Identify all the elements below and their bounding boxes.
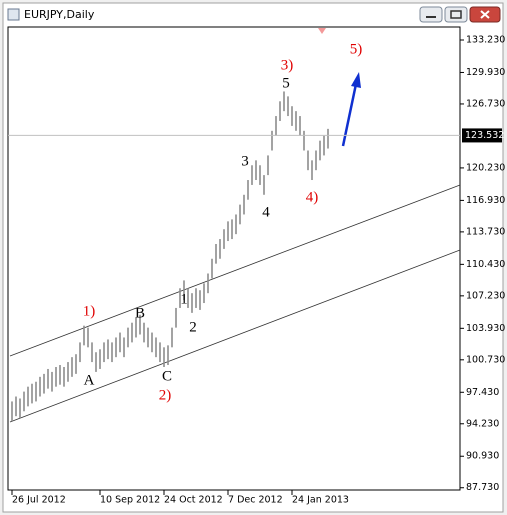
maximize-glyph [450, 10, 462, 19]
last-price-box [462, 128, 502, 143]
wave-label: 2 [189, 319, 197, 335]
x-tick-label: 24 Oct 2012 [164, 495, 223, 506]
wave-label: 1) [83, 303, 96, 319]
y-tick-label: 97.430 [466, 387, 499, 398]
y-tick-label: 120.230 [466, 162, 505, 173]
wave-label: 2) [159, 387, 172, 403]
plot-area [7, 26, 461, 491]
x-tick-label: 7 Dec 2012 [228, 495, 283, 506]
y-tick-label: 129.930 [466, 67, 505, 78]
y-tick-label: 100.730 [466, 354, 505, 365]
y-tick-label: 126.730 [466, 98, 505, 109]
channel-upper [9, 184, 461, 357]
x-tick-label: 24 Jan 2013 [292, 495, 349, 506]
arrow-head [351, 72, 361, 88]
x-tick-label: 26 Jul 2012 [12, 495, 66, 506]
x-tick-label: 10 Sep 2012 [100, 495, 160, 506]
y-tick-label: 133.230 [466, 34, 505, 45]
y-tick-label: 110.430 [466, 259, 505, 270]
close-glyph [480, 10, 490, 19]
wave-label: 5) [350, 41, 363, 57]
wave-label: 4 [262, 204, 270, 220]
wave-label: 5 [282, 75, 290, 91]
wave-label: 3) [281, 57, 294, 73]
wave-label: B [135, 305, 145, 321]
window-buttons[interactable] [419, 6, 501, 23]
channel-lower [9, 249, 461, 423]
y-tick-label: 107.230 [466, 290, 505, 301]
maximize-button[interactable] [444, 6, 468, 23]
marker [318, 28, 326, 34]
y-tick-label: 103.930 [466, 323, 505, 334]
y-tick-label: 87.730 [466, 482, 499, 493]
last-price-label: 123.532 [465, 130, 504, 141]
wave-label: A [84, 372, 95, 388]
y-tick-label: 94.230 [466, 418, 499, 429]
window-icon [7, 8, 20, 21]
wave-label: 4) [306, 189, 319, 205]
y-tick-label: 116.930 [466, 195, 505, 206]
wave-label: 1 [180, 291, 188, 307]
y-tick-label: 90.930 [466, 451, 499, 462]
y-tick-label: 113.730 [466, 226, 505, 237]
window-title: EURJPY,Daily [24, 8, 95, 21]
wave-label: C [162, 368, 172, 384]
wave-label: 3 [241, 153, 249, 169]
minimize-button[interactable] [419, 6, 443, 23]
